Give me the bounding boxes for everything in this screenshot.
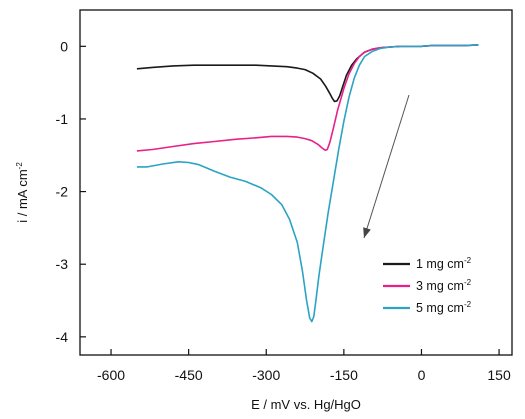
legend-label-2: 3 mg cm-2 — [416, 278, 472, 293]
legend-label-3: 5 mg cm-2 — [416, 300, 472, 315]
annotation-layer — [363, 94, 410, 239]
series-line-2 — [136, 44, 479, 152]
y-tick-label: 0 — [60, 38, 68, 54]
x-axis-title: E / mV vs. Hg/HgO — [251, 397, 361, 412]
ticks-layer: -600 -450 -300 -150 0 150 0 -1 -2 -3 -4 — [56, 38, 511, 383]
x-tick-label: 150 — [487, 367, 511, 383]
y-axis-title: i / mA cm-2 — [15, 162, 30, 223]
legend-label-1: 1 mg cm-2 — [416, 256, 472, 271]
legend: 1 mg cm-2 3 mg cm-2 5 mg cm-2 — [383, 256, 472, 315]
x-tick-label: -600 — [97, 367, 125, 383]
y-tick-label: -4 — [56, 329, 69, 345]
trend-arrow-line — [363, 94, 410, 239]
y-tick-label: -2 — [56, 184, 69, 200]
series-line-3 — [136, 44, 479, 323]
series-line-1 — [136, 44, 479, 103]
axis-titles: E / mV vs. Hg/HgO i / mA cm-2 — [15, 162, 361, 412]
x-tick-label: -300 — [252, 367, 280, 383]
y-tick-label: -3 — [56, 256, 69, 272]
x-tick-label: -150 — [330, 367, 358, 383]
plot-border — [79, 9, 513, 356]
plot-frame — [79, 9, 513, 356]
x-tick-label: 0 — [418, 367, 426, 383]
series-layer — [136, 44, 479, 323]
x-tick-label: -450 — [175, 367, 203, 383]
y-tick-label: -1 — [56, 111, 69, 127]
trend-arrow-head — [363, 227, 371, 238]
